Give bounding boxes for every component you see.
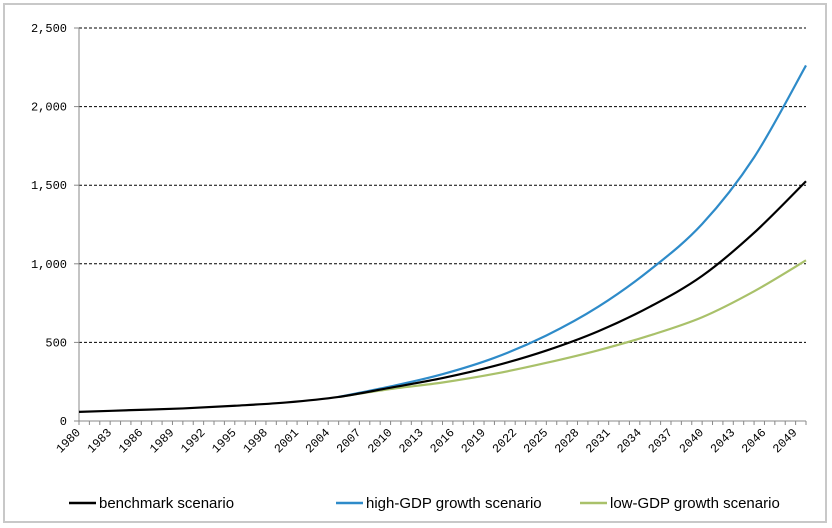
- x-tick-label: 2004: [303, 426, 333, 456]
- chart-frame: [3, 3, 827, 523]
- x-tick-label: 2013: [396, 426, 426, 456]
- x-tick-label: 2046: [739, 426, 769, 456]
- grid-lines: [79, 27, 806, 343]
- x-tick-labels: 1980 1983 1986 1989 1992 1995 1998 2001 2004 2007…: [54, 426, 801, 456]
- x-tick-label: 2001: [272, 426, 302, 456]
- legend-label: high-GDP growth scenario: [366, 495, 542, 512]
- x-tick-label: 1998: [240, 426, 270, 456]
- x-tick-label: 2031: [583, 426, 613, 456]
- x-tick-label: 1995: [209, 426, 239, 456]
- x-tick-label: 2028: [552, 426, 582, 456]
- series-line-benchmark-scenario: [78, 180, 807, 413]
- y-tick-labels: 0 500 1,000 1,500 2,000 2,500: [31, 22, 67, 429]
- x-tick-label: 1986: [116, 426, 146, 456]
- y-tick-label: 1,500: [31, 179, 67, 193]
- legend-label: benchmark scenario: [99, 495, 234, 512]
- x-tick-label: 1989: [147, 426, 177, 456]
- x-tick-label: 2037: [646, 426, 676, 456]
- legend: benchmark scenario high-GDP growth scenar…: [69, 495, 780, 512]
- x-tick-label: 2007: [334, 426, 364, 456]
- series-line-high-gdp-growth-scenario: [338, 64, 807, 399]
- x-tick-label: 2034: [614, 426, 644, 456]
- y-tick-label: 0: [60, 415, 67, 429]
- x-tick-label: 2040: [677, 426, 707, 456]
- legend-label: low-GDP growth scenario: [610, 495, 780, 512]
- y-tick-label: 2,000: [31, 101, 67, 115]
- x-tick-label: 2049: [770, 426, 800, 456]
- y-tick-label: 1,000: [31, 258, 67, 272]
- x-tick-label: 2025: [521, 426, 551, 456]
- x-tick-label: 2043: [708, 426, 738, 456]
- x-tick-label: 1980: [54, 426, 84, 456]
- series-line-low-gdp-growth-scenario: [338, 259, 807, 399]
- y-tick-label: 2,500: [31, 22, 67, 36]
- x-tick-label: 2016: [427, 426, 457, 456]
- x-tick-label: 1983: [85, 426, 115, 456]
- x-tick-label: 2022: [490, 426, 520, 456]
- series-lines: [78, 64, 807, 413]
- y-tick-label: 500: [45, 336, 67, 350]
- x-tick-label: 2019: [459, 426, 489, 456]
- x-tick-label: 1992: [178, 426, 208, 456]
- x-tick-label: 2010: [365, 426, 395, 456]
- axes: [74, 27, 807, 425]
